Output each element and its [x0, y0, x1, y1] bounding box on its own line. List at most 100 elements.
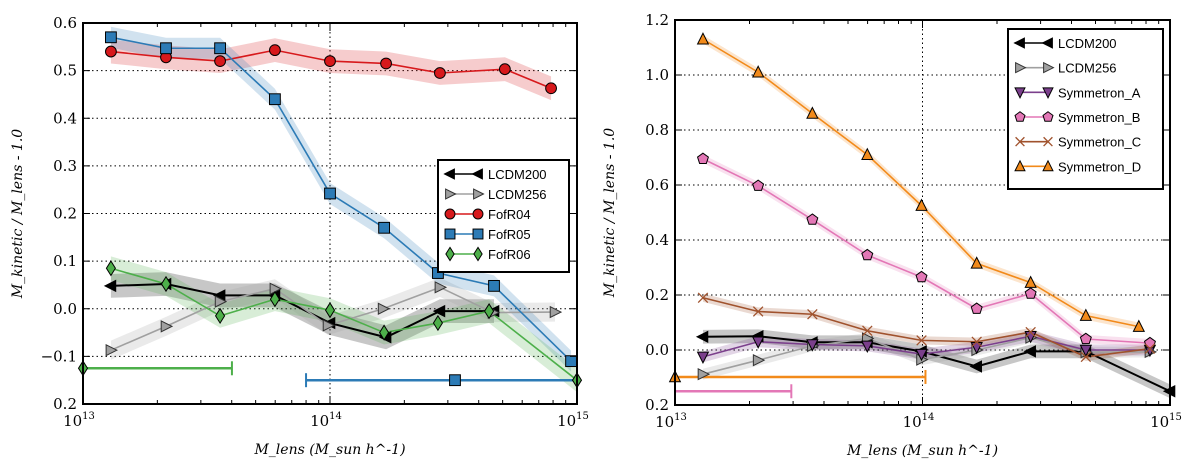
legend-marker	[1014, 111, 1026, 122]
tick-exponent: 13	[674, 412, 687, 423]
tick-base: 10	[63, 412, 82, 430]
y-tick-label: 0.6	[645, 176, 669, 194]
point-lcdm256	[752, 353, 766, 367]
point-fofr05	[214, 42, 226, 55]
legend-label: FofR06	[488, 247, 531, 262]
point-symmetron-c	[916, 335, 927, 346]
tick-exponent: 14	[922, 412, 935, 423]
legend-box	[1007, 28, 1164, 190]
point-symmetron-d	[970, 256, 983, 269]
legend-item-symmetron-a: Symmetron_A	[1014, 85, 1141, 100]
x-axis-title: M_lens (M_sun h^-1)	[846, 443, 998, 459]
y-tick-label: −0.1	[41, 347, 77, 365]
legend-marker	[1042, 111, 1054, 122]
point-symmetron-a	[861, 340, 874, 353]
point-fofr05	[488, 279, 500, 292]
legend-marker	[1041, 37, 1053, 49]
point-symmetron-d	[1132, 319, 1146, 332]
legend-item-symmetron-c: Symmetron_C	[1015, 135, 1141, 150]
left-axis-titles: M_lens (M_sun h^-1) M_kinetic / M_lens - …	[10, 129, 406, 458]
point-fofr04	[380, 57, 392, 70]
point-symmetron-d	[1079, 308, 1093, 321]
point-lcdm256	[105, 343, 119, 357]
legend-label: Symmetron_D	[1058, 159, 1141, 174]
x-tick-label: 1014	[903, 412, 935, 431]
point-symmetron-a	[751, 336, 765, 349]
left-grid	[83, 23, 577, 404]
point-fofr04	[498, 63, 511, 76]
x-marker-stroke	[1015, 136, 1025, 147]
point-lcdm200	[103, 279, 117, 293]
point-symmetron-c	[697, 292, 709, 304]
legend-marker	[1015, 136, 1025, 147]
x-tick-label: 1013	[63, 411, 95, 430]
legend-marker	[1042, 159, 1054, 172]
legend-marker	[472, 208, 484, 220]
legend-marker	[1013, 37, 1025, 49]
legend-marker	[473, 246, 483, 262]
legend-marker	[445, 188, 457, 200]
y-tick-label: 0.0	[53, 300, 77, 318]
x-marker-stroke	[807, 308, 818, 320]
legend-marker	[444, 208, 456, 220]
right-axis-titles: M_lens (M_sun h^-1) M_kinetic / M_lens - …	[602, 128, 998, 459]
legend-label: LCDM200	[1058, 36, 1117, 51]
y-tick-label: 1.0	[645, 66, 669, 84]
point-symmetron-d	[806, 106, 819, 119]
legend-marker	[1042, 87, 1054, 99]
left-y-tick-labels: 0.2 −0.1 0.0 0.1 0.2 0.3 0.4 0.5 0.6	[41, 14, 77, 413]
legend-marker	[1014, 159, 1026, 172]
legend-item-lcdm200: LCDM200	[1013, 36, 1117, 51]
point-symmetron-b	[861, 248, 874, 261]
legend-marker	[1043, 61, 1055, 74]
point-lcdm256	[160, 320, 174, 333]
left-range-bars	[77, 360, 578, 388]
right-markers	[695, 32, 1176, 398]
point-fofr05	[269, 93, 281, 106]
legend-item-lcdm256: LCDM256	[1015, 61, 1117, 76]
point-lcdm256	[322, 319, 336, 332]
legend-label: FofR05	[488, 227, 531, 242]
point-lcdm200	[695, 330, 709, 344]
legend-item-fofr04: FofR04	[444, 207, 531, 222]
point-fofr05	[105, 31, 117, 44]
point-lcdm200	[432, 304, 446, 318]
y-tick-label: 0.4	[53, 109, 77, 127]
point-lcdm256	[377, 302, 391, 315]
legend-marker	[1014, 87, 1026, 99]
point-symmetron-d	[696, 32, 710, 45]
tick-exponent: 15	[576, 411, 589, 422]
right-y-tick-labels: 0.2 0.0 0.2 0.4 0.6 0.8 1.0 1.2	[645, 11, 669, 414]
tick-base: 10	[903, 413, 922, 431]
point-fofr04	[105, 45, 117, 58]
point-symmetron-b	[696, 152, 709, 164]
y-axis-title: M_kinetic / M_lens - 1.0	[10, 129, 26, 299]
legend-item-lcdm200: LCDM200	[443, 167, 547, 182]
point-symmetron-a	[1079, 344, 1093, 358]
right-ticks	[674, 19, 1170, 406]
legend-label: Symmetron_A	[1058, 85, 1141, 100]
right-panel: 0.20.00.20.40.60.81.01.2 1013 1014 1015 LC…	[602, 11, 1182, 459]
x-marker-stroke	[916, 335, 927, 346]
y-axis-title: M_kinetic / M_lens - 1.0	[602, 128, 618, 298]
y-tick-label: 1.2	[645, 11, 669, 29]
tick-base: 10	[557, 412, 576, 430]
point-symmetron-d	[915, 198, 928, 211]
point-lcdm256	[697, 367, 711, 381]
y-tick-label: 0.2	[645, 396, 669, 414]
point-fofr06	[324, 302, 336, 319]
point-fofr04	[324, 55, 336, 67]
point-symmetron-d	[1024, 275, 1037, 288]
point-symmetron-a	[696, 351, 710, 364]
x-marker-stroke	[971, 336, 982, 348]
legend-label: FofR04	[488, 207, 531, 222]
tick-exponent: 15	[1169, 412, 1182, 423]
point-fofr04	[434, 67, 446, 79]
point-symmetron-d	[751, 65, 765, 78]
y-tick-label: 0.5	[53, 62, 77, 80]
legend-marker	[472, 228, 484, 240]
y-tick-label: 0.4	[645, 231, 669, 249]
point-fofr05	[378, 221, 390, 234]
band-lcdm200	[702, 329, 1170, 399]
